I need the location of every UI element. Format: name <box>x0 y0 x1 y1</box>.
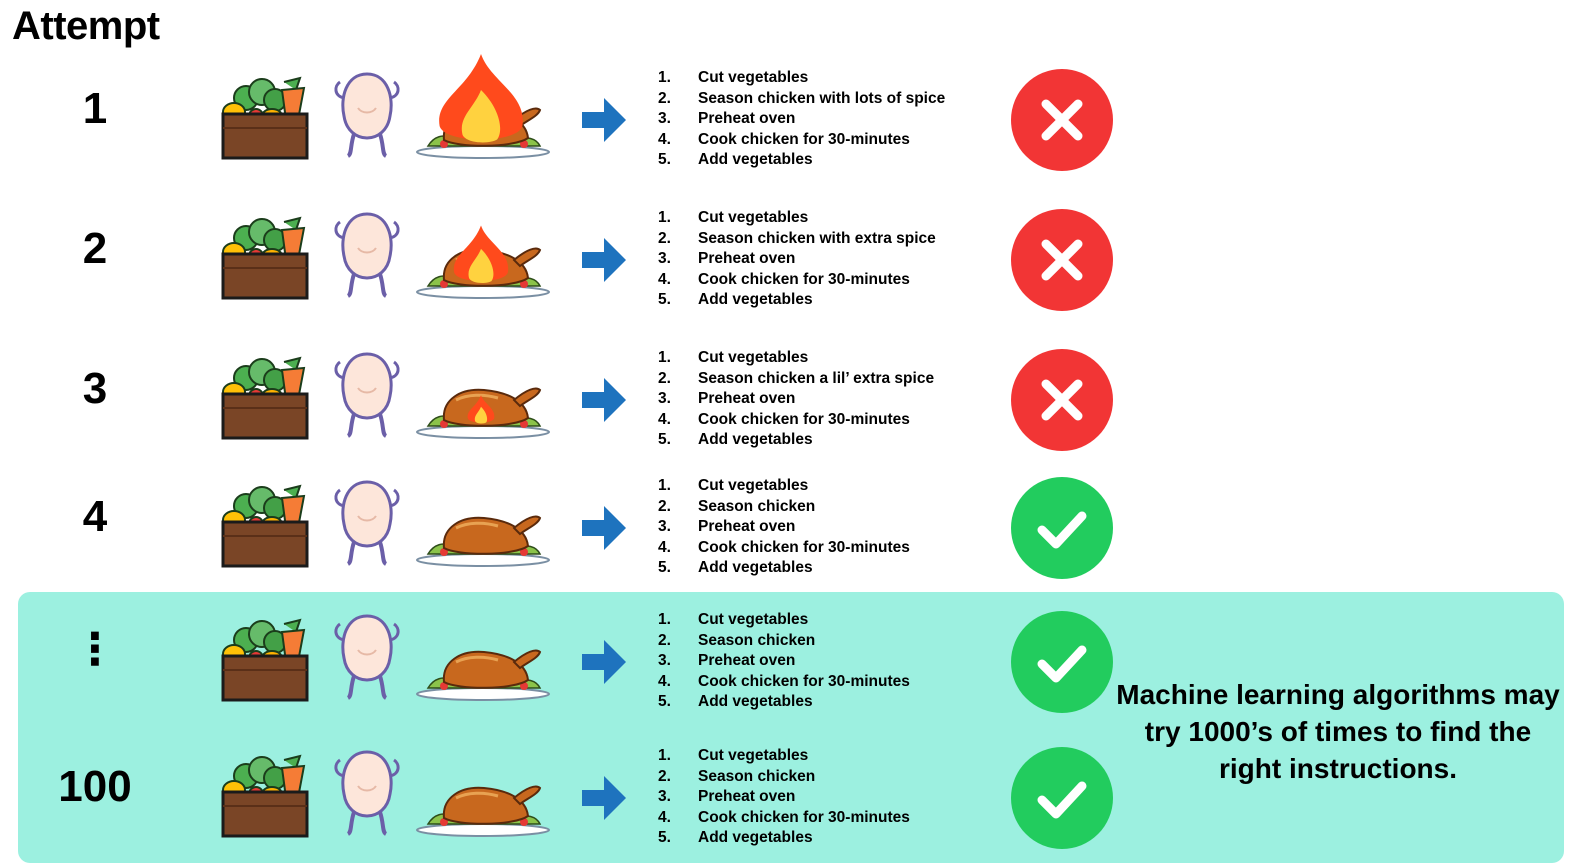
vegetable-crate-icon <box>220 610 310 702</box>
instruction-step: 5. Add vegetables <box>658 431 813 448</box>
instruction-step: 3. Preheat oven <box>658 250 796 267</box>
vegetable-crate-icon <box>220 68 310 160</box>
right-arrow-icon <box>580 638 628 686</box>
attempt-number: ⋮ <box>73 625 117 674</box>
vegetable-crate-icon <box>220 746 310 838</box>
check-icon <box>1010 746 1114 850</box>
instruction-step: 4. Cook chicken for 30-minutes <box>658 130 910 148</box>
instruction-step: 3. Preheat oven <box>658 652 796 669</box>
check-icon <box>1010 476 1114 580</box>
roast-chicken-platter-icon <box>414 40 552 160</box>
vegetable-crate-icon <box>220 208 310 300</box>
instruction-list: 1. Cut vegetables 2. Season chicken 3. Preh… <box>658 746 910 849</box>
instruction-step: 1. Cut vegetables <box>658 209 809 226</box>
right-arrow-icon <box>580 504 628 552</box>
instruction-list: 1. Cut vegetables 2. Season chicken a lil’… <box>658 348 934 451</box>
instruction-list: 1. Cut vegetables 2. Season chicken 3. Preh… <box>658 610 910 713</box>
roast-chicken-platter-icon <box>414 320 552 440</box>
attempt-row: ⋮ 1. Cut vegetables 2. Season chicken 3. Pr… <box>0 602 1570 722</box>
instruction-step: 2. Season chicken with lots of spice <box>658 89 946 107</box>
instruction-step: 5. Add vegetables <box>658 151 813 168</box>
attempt-number: 1 <box>82 84 108 133</box>
cross-icon <box>1010 68 1114 172</box>
raw-chicken-icon <box>332 68 402 158</box>
instruction-step: 5. Add vegetables <box>658 291 813 308</box>
instruction-list: 1. Cut vegetables 2. Season chicken with e… <box>658 208 936 311</box>
instruction-step: 3. Preheat oven <box>658 390 796 407</box>
instruction-step: 5. Add vegetables <box>658 829 813 846</box>
instruction-list: 1. Cut vegetables 2. Season chicken 3. Preh… <box>658 476 910 579</box>
instruction-step: 4. Cook chicken for 30-minutes <box>658 808 910 826</box>
cross-icon <box>1010 208 1114 312</box>
right-arrow-icon <box>580 774 628 822</box>
instruction-step: 1. Cut vegetables <box>658 747 809 764</box>
instruction-step: 1. Cut vegetables <box>658 349 809 366</box>
instruction-step: 4. Cook chicken for 30-minutes <box>658 538 910 556</box>
instruction-step: 2. Season chicken with extra spice <box>658 229 936 247</box>
raw-chicken-icon <box>332 610 402 700</box>
instruction-list: 1. Cut vegetables 2. Season chicken with l… <box>658 68 945 171</box>
roast-chicken-platter-icon <box>414 718 552 838</box>
right-arrow-icon <box>580 96 628 144</box>
instruction-step: 5. Add vegetables <box>658 693 813 710</box>
attempt-heading: Attempt <box>12 4 160 48</box>
roast-chicken-platter-icon <box>414 582 552 702</box>
instruction-step: 5. Add vegetables <box>658 559 813 576</box>
right-arrow-icon <box>580 236 628 284</box>
instruction-step: 2. Season chicken <box>658 631 816 649</box>
check-icon <box>1010 610 1114 714</box>
attempt-number: 2 <box>82 224 108 273</box>
instruction-step: 4. Cook chicken for 30-minutes <box>658 270 910 288</box>
instruction-step: 2. Season chicken a lil’ extra spice <box>658 369 935 387</box>
attempt-number: 100 <box>58 762 132 811</box>
attempt-row: 100 1. Cut vegetables 2. Season chicken 3.… <box>0 738 1570 858</box>
right-arrow-icon <box>580 376 628 424</box>
raw-chicken-icon <box>332 476 402 566</box>
instruction-step: 4. Cook chicken for 30-minutes <box>658 410 910 428</box>
cross-icon <box>1010 348 1114 452</box>
raw-chicken-icon <box>332 208 402 298</box>
raw-chicken-icon <box>332 348 402 438</box>
note-text: Machine learning algorithms may try 1000… <box>1116 679 1560 784</box>
raw-chicken-icon <box>332 746 402 836</box>
roast-chicken-platter-icon <box>414 180 552 300</box>
attempt-row: 1 1. Cut vegetables 2. Season chicken with… <box>0 54 1570 180</box>
attempt-row: 3 1. Cut vegetables 2. Season chicken a li… <box>0 340 1570 460</box>
instruction-step: 3. Preheat oven <box>658 110 796 127</box>
instruction-step: 1. Cut vegetables <box>658 611 809 628</box>
instruction-step: 1. Cut vegetables <box>658 69 809 86</box>
attempt-row: 2 1. Cut vegetables 2. Season chicken with… <box>0 200 1570 320</box>
vegetable-crate-icon <box>220 348 310 440</box>
instruction-step: 3. Preheat oven <box>658 788 796 805</box>
attempt-row: 4 1. Cut vegetables 2. Season chicken 3. Pr… <box>0 468 1570 588</box>
instruction-step: 2. Season chicken <box>658 497 816 515</box>
roast-chicken-platter-icon <box>414 448 552 568</box>
instruction-step: 2. Season chicken <box>658 767 816 785</box>
instruction-step: 3. Preheat oven <box>658 518 796 535</box>
attempt-number: 4 <box>82 492 108 541</box>
vegetable-crate-icon <box>220 476 310 568</box>
attempt-number: 3 <box>82 364 108 413</box>
instruction-step: 1. Cut vegetables <box>658 477 809 494</box>
instruction-step: 4. Cook chicken for 30-minutes <box>658 672 910 690</box>
